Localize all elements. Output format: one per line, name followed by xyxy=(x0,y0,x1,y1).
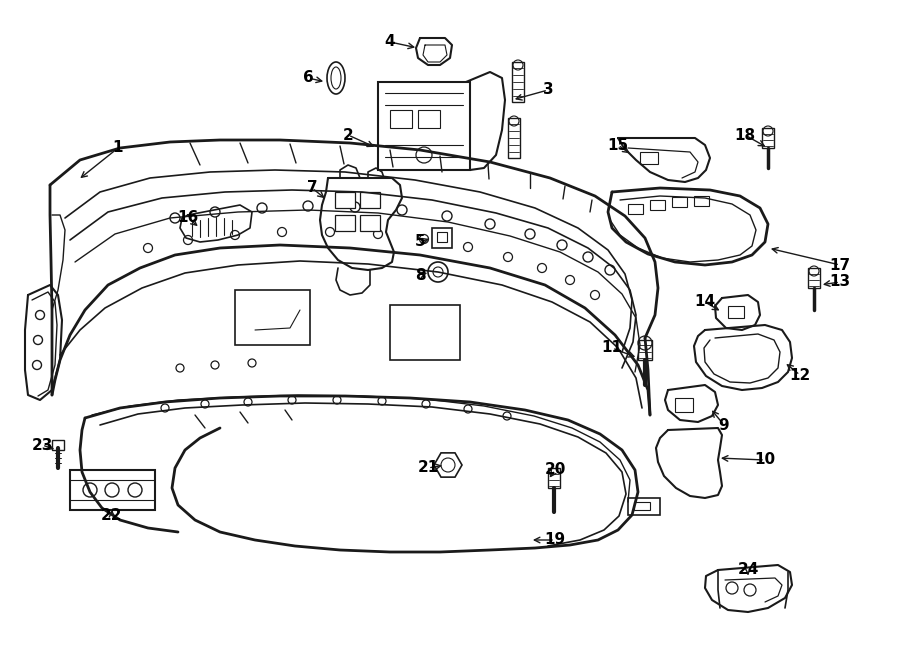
Bar xyxy=(650,200,665,210)
Polygon shape xyxy=(638,340,652,360)
Text: 17: 17 xyxy=(830,258,850,273)
Text: 1: 1 xyxy=(112,140,123,156)
Bar xyxy=(728,306,744,318)
Text: 3: 3 xyxy=(543,83,553,97)
Text: 15: 15 xyxy=(608,138,628,152)
Bar xyxy=(640,152,658,164)
Text: 23: 23 xyxy=(32,438,53,453)
Polygon shape xyxy=(512,62,524,102)
Bar xyxy=(335,192,355,208)
Text: 24: 24 xyxy=(737,563,759,577)
Polygon shape xyxy=(808,268,820,288)
Polygon shape xyxy=(432,228,452,248)
Text: 14: 14 xyxy=(695,295,716,310)
Text: 18: 18 xyxy=(734,128,756,142)
Ellipse shape xyxy=(327,62,345,94)
Text: 8: 8 xyxy=(415,267,426,283)
Polygon shape xyxy=(762,128,774,148)
Bar xyxy=(390,110,412,128)
Text: 16: 16 xyxy=(177,211,199,226)
Text: 22: 22 xyxy=(101,508,122,522)
Bar xyxy=(694,196,709,206)
Polygon shape xyxy=(52,440,64,450)
Text: 21: 21 xyxy=(418,461,438,475)
Text: 12: 12 xyxy=(789,367,811,383)
Bar xyxy=(634,502,650,510)
Polygon shape xyxy=(548,468,560,488)
Bar xyxy=(672,197,687,207)
Text: 10: 10 xyxy=(754,453,776,467)
Polygon shape xyxy=(628,498,660,515)
Polygon shape xyxy=(508,118,520,158)
Polygon shape xyxy=(434,453,462,477)
Bar xyxy=(675,398,693,412)
Polygon shape xyxy=(70,470,155,510)
Bar xyxy=(360,215,380,231)
Text: 6: 6 xyxy=(302,70,313,85)
Text: 19: 19 xyxy=(544,532,565,547)
Text: 7: 7 xyxy=(307,181,318,195)
Text: 13: 13 xyxy=(830,275,850,289)
Text: 9: 9 xyxy=(719,418,729,432)
Text: 4: 4 xyxy=(384,34,395,50)
Text: 11: 11 xyxy=(601,340,623,355)
Bar xyxy=(418,110,440,128)
Bar xyxy=(360,192,380,208)
Bar xyxy=(335,215,355,231)
Text: 2: 2 xyxy=(343,128,354,142)
Polygon shape xyxy=(390,305,460,360)
Text: 5: 5 xyxy=(415,234,426,250)
Bar xyxy=(628,204,643,214)
Text: 20: 20 xyxy=(544,463,566,477)
Polygon shape xyxy=(378,82,470,170)
Ellipse shape xyxy=(331,67,341,89)
Polygon shape xyxy=(235,290,310,345)
Bar xyxy=(437,232,447,242)
